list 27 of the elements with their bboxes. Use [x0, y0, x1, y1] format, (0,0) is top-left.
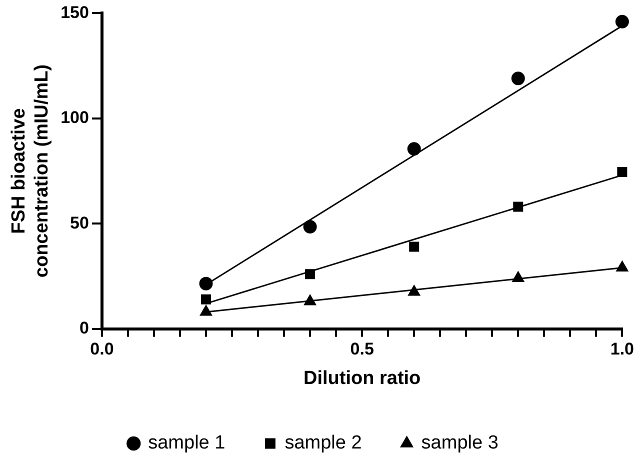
point: [201, 294, 211, 304]
point: [409, 242, 420, 252]
y-tick-label: 50: [70, 213, 89, 232]
legend-label: sample 3: [421, 432, 498, 454]
point: [303, 220, 317, 234]
point: [305, 269, 316, 280]
legend-label: sample 1: [148, 432, 226, 454]
point: [200, 305, 212, 316]
point: [616, 261, 628, 272]
point: [512, 272, 524, 282]
point: [199, 276, 213, 290]
point: [617, 167, 628, 178]
point: [511, 72, 525, 86]
x-axis-title: Dilution ratio: [303, 368, 421, 389]
point: [304, 294, 316, 306]
point: [615, 14, 629, 28]
x-tick-label: 0.0: [90, 340, 114, 359]
y-tick-label: 100: [60, 108, 89, 128]
x-tick-label: 0.5: [350, 340, 374, 359]
y-tick-label: 150: [60, 2, 89, 22]
y-tick-label: 0: [79, 318, 89, 338]
point: [407, 142, 421, 156]
point: [408, 285, 420, 296]
point: [513, 202, 524, 212]
legend-label: sample 2: [284, 432, 362, 454]
x-tick-label: 1.0: [610, 340, 634, 359]
y-axis-title: FSH bioactive concentration (mIU/mL): [8, 64, 52, 278]
